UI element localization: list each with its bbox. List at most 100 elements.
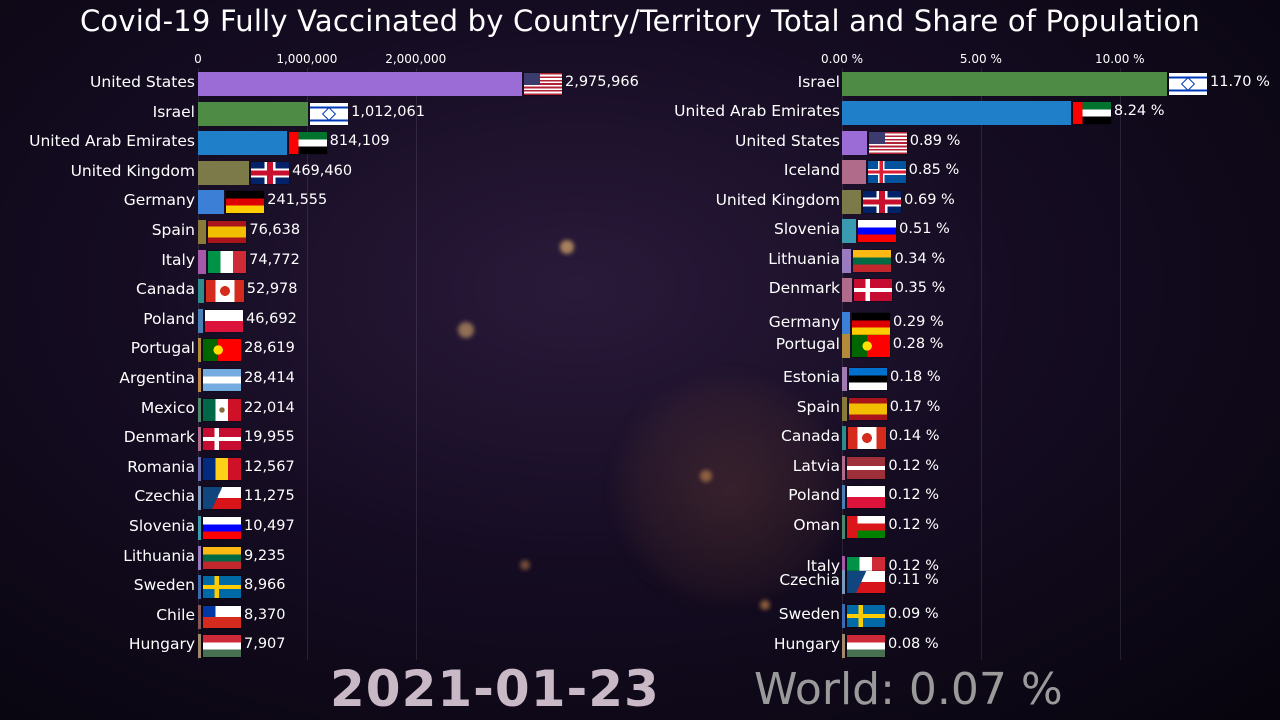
bar-czechia bbox=[198, 486, 201, 511]
bar-oman bbox=[842, 515, 846, 539]
bar-poland bbox=[842, 485, 846, 509]
chart-title: Covid-19 Fully Vaccinated by Country/Ter… bbox=[79, 4, 1201, 38]
flag-hu-icon bbox=[203, 635, 241, 658]
flag-dk-icon bbox=[203, 428, 241, 451]
country-label: Germany bbox=[123, 191, 195, 210]
flag-ca-icon bbox=[205, 280, 244, 303]
tick-label: 10.00 % bbox=[1094, 52, 1145, 66]
tick-label: 1,000,000 bbox=[276, 52, 338, 66]
bar-united-kingdom bbox=[198, 160, 250, 185]
flag-si-icon bbox=[203, 517, 241, 539]
value-label: 22,014 bbox=[244, 399, 295, 416]
value-label: 0.85 % bbox=[908, 162, 960, 178]
country-label: Poland bbox=[143, 309, 195, 328]
country-label: United States bbox=[735, 132, 840, 150]
country-label: Portugal bbox=[130, 339, 195, 358]
flag-canton bbox=[524, 73, 540, 85]
value-label: 8.24 % bbox=[1113, 103, 1165, 119]
value-label: 28,619 bbox=[244, 340, 295, 357]
flag-se-icon bbox=[203, 576, 241, 599]
value-label: 0.29 % bbox=[893, 314, 944, 330]
flag-dk-icon bbox=[853, 279, 892, 301]
country-label: Denmark bbox=[123, 428, 195, 447]
bar-czechia bbox=[842, 570, 846, 594]
country-label: Sweden bbox=[133, 576, 195, 595]
flag-ar-icon bbox=[203, 369, 242, 391]
flag-lt-icon bbox=[203, 546, 241, 569]
country-label: United Arab Emirates bbox=[674, 102, 840, 120]
flag-lt-icon bbox=[853, 250, 892, 272]
bar-portugal bbox=[842, 334, 850, 358]
value-label: 0.69 % bbox=[904, 192, 955, 208]
flag-is-icon bbox=[867, 161, 906, 183]
country-label: United Arab Emirates bbox=[29, 132, 195, 151]
country-label: United Kingdom bbox=[715, 191, 840, 209]
flag-pl-icon bbox=[847, 486, 886, 508]
flag-es-icon bbox=[848, 398, 887, 420]
bar-latvia bbox=[842, 456, 846, 480]
bar-romania bbox=[198, 456, 201, 481]
tick-label: 0 bbox=[194, 52, 202, 66]
flag-us-icon bbox=[868, 132, 907, 154]
bar-slovenia bbox=[842, 219, 857, 243]
bar-italy bbox=[842, 556, 846, 580]
date-label: 2021-01-23 bbox=[330, 660, 660, 718]
country-label: Slovenia bbox=[774, 220, 840, 238]
value-label: 241,555 bbox=[267, 192, 328, 209]
flag-il-icon bbox=[1169, 73, 1207, 95]
bar-sweden bbox=[842, 604, 845, 628]
value-label: 0.14 % bbox=[888, 428, 940, 444]
value-label: 74,772 bbox=[249, 251, 300, 268]
flag-mx-icon bbox=[203, 398, 241, 421]
country-label: Hungary bbox=[773, 635, 840, 653]
flag-si-icon bbox=[858, 220, 897, 242]
bar-united-states bbox=[842, 131, 867, 155]
country-label: Czechia bbox=[134, 487, 195, 506]
bar-estonia bbox=[842, 367, 847, 391]
flag-de-icon bbox=[226, 191, 265, 214]
flag-il-icon bbox=[310, 102, 349, 125]
value-label: 11.70 % bbox=[1210, 74, 1270, 90]
value-label: 0.09 % bbox=[888, 606, 939, 622]
bar-israel bbox=[842, 72, 1167, 96]
bar-united-arab-emirates bbox=[198, 131, 287, 156]
flag-hu-icon bbox=[847, 635, 885, 657]
bar-denmark bbox=[198, 427, 201, 452]
flag-ae-icon bbox=[1072, 102, 1111, 124]
flag-ae-icon bbox=[288, 132, 327, 155]
country-label: Romania bbox=[127, 457, 195, 476]
value-label: 814,109 bbox=[329, 133, 390, 150]
flag-se-icon bbox=[847, 605, 885, 627]
bar-spain bbox=[842, 397, 847, 421]
value-label: 19,955 bbox=[244, 429, 295, 446]
value-label: 11,275 bbox=[244, 488, 295, 505]
country-label: United Kingdom bbox=[70, 161, 195, 180]
grid-line bbox=[842, 68, 843, 660]
flag-pt-icon bbox=[203, 339, 242, 362]
country-label: Argentina bbox=[119, 369, 195, 387]
flag-pl-icon bbox=[205, 309, 244, 332]
value-label: 0.18 % bbox=[890, 369, 941, 385]
value-label: 9,235 bbox=[244, 547, 286, 564]
bar-portugal bbox=[198, 338, 202, 363]
bar-italy bbox=[198, 249, 207, 274]
country-label: Estonia bbox=[782, 368, 840, 386]
value-label: 469,460 bbox=[292, 162, 353, 179]
star-of-david-icon bbox=[1180, 76, 1196, 92]
bar-canada bbox=[842, 426, 846, 450]
value-label: 2,975,966 bbox=[565, 74, 639, 90]
flag-cz-icon bbox=[847, 571, 886, 593]
flag-es-icon bbox=[208, 221, 247, 243]
bar-argentina bbox=[198, 368, 202, 392]
country-label: Israel bbox=[152, 102, 195, 121]
world-share-label: World: 0.07 % bbox=[754, 664, 1063, 715]
value-label: 10,497 bbox=[244, 518, 295, 534]
country-label: Sweden bbox=[778, 605, 840, 623]
bar-united-arab-emirates bbox=[842, 101, 1071, 125]
country-label: Latvia bbox=[792, 457, 840, 475]
country-label: Germany bbox=[768, 313, 840, 331]
grid-line bbox=[306, 68, 308, 660]
bar-sweden bbox=[198, 575, 201, 600]
flag-gb-icon bbox=[863, 191, 902, 213]
